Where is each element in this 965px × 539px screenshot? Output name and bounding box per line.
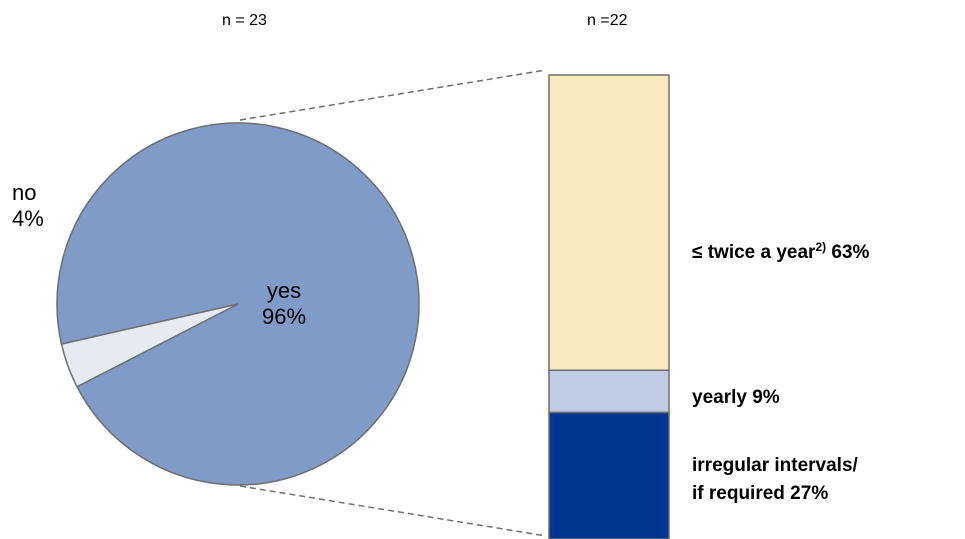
bar-segment-label-irregular: irregular intervals/ if required 27% <box>692 452 858 508</box>
bar-segment-label-yearly: yearly 9% <box>692 387 780 408</box>
connector-line-bottom <box>239 485 547 537</box>
pie-slice-name-yes: yes <box>266 278 302 303</box>
pie-slice-name-no: no <box>12 180 37 205</box>
pie-slice-label-no: no 4% <box>12 180 44 232</box>
pie-slice-label-yes: yes 96% <box>262 278 306 330</box>
bar-segment-twice-a-year <box>548 74 670 372</box>
pie-slice-value-no: 4% <box>12 206 44 231</box>
bar-segment-yearly <box>548 369 670 414</box>
bar-segment-label-line1: irregular intervals/ <box>692 455 858 476</box>
bar-segment-label-line2: if required 27% <box>692 483 829 504</box>
bar-segment-label-value: 63% <box>831 242 870 263</box>
bar-segment-label-twice-a-year: ≤ twice a year2) 63% <box>692 233 869 267</box>
bar-n-label: n =22 <box>587 12 628 29</box>
pie-n-label: n = 23 <box>222 12 267 29</box>
bar-segment-label-main: ≤ twice a year <box>692 242 816 263</box>
pie-slice-no <box>60 303 239 388</box>
pie-slice-value-yes: 96% <box>262 304 307 329</box>
connector-line-top <box>239 69 547 121</box>
bar-segment-irregular <box>548 411 670 539</box>
footnote-marker: 2) <box>815 240 827 254</box>
